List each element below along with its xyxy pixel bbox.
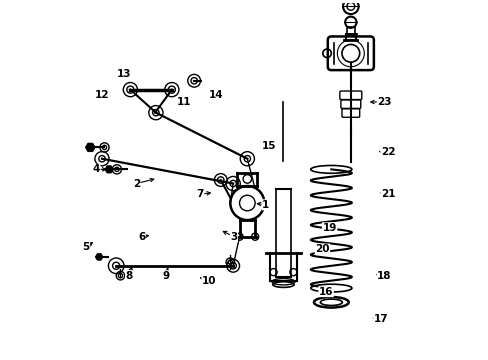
Polygon shape <box>96 254 99 257</box>
Text: 5: 5 <box>82 242 89 252</box>
Text: 23: 23 <box>376 97 391 107</box>
Polygon shape <box>85 147 90 152</box>
Polygon shape <box>105 169 109 173</box>
Text: 8: 8 <box>125 271 133 281</box>
Polygon shape <box>97 257 101 260</box>
Text: 6: 6 <box>138 232 145 242</box>
Polygon shape <box>88 143 92 147</box>
Text: 16: 16 <box>318 287 333 297</box>
Text: 19: 19 <box>322 223 336 233</box>
Polygon shape <box>107 166 111 169</box>
Polygon shape <box>97 254 101 257</box>
Text: 21: 21 <box>380 189 394 199</box>
Text: 2: 2 <box>133 179 140 189</box>
Polygon shape <box>96 257 99 260</box>
Polygon shape <box>109 169 113 173</box>
Text: 22: 22 <box>380 147 394 157</box>
Polygon shape <box>90 147 95 152</box>
Text: 4: 4 <box>92 165 100 174</box>
Polygon shape <box>88 147 92 152</box>
Text: 1: 1 <box>262 200 269 210</box>
Text: 7: 7 <box>196 189 203 199</box>
Text: 12: 12 <box>95 90 109 100</box>
Text: 17: 17 <box>373 314 387 324</box>
Polygon shape <box>107 169 111 173</box>
Text: 20: 20 <box>315 244 329 254</box>
Text: 11: 11 <box>177 97 191 107</box>
Polygon shape <box>99 254 102 257</box>
Text: 13: 13 <box>117 69 131 79</box>
Text: 15: 15 <box>262 141 276 151</box>
Text: 10: 10 <box>202 276 216 286</box>
Text: 3: 3 <box>230 232 237 242</box>
Polygon shape <box>99 257 102 260</box>
Text: 9: 9 <box>163 271 170 281</box>
Polygon shape <box>90 143 95 147</box>
Text: 18: 18 <box>376 271 391 281</box>
Polygon shape <box>105 166 109 169</box>
Polygon shape <box>85 143 90 147</box>
Polygon shape <box>109 166 113 169</box>
Text: 14: 14 <box>208 90 223 100</box>
